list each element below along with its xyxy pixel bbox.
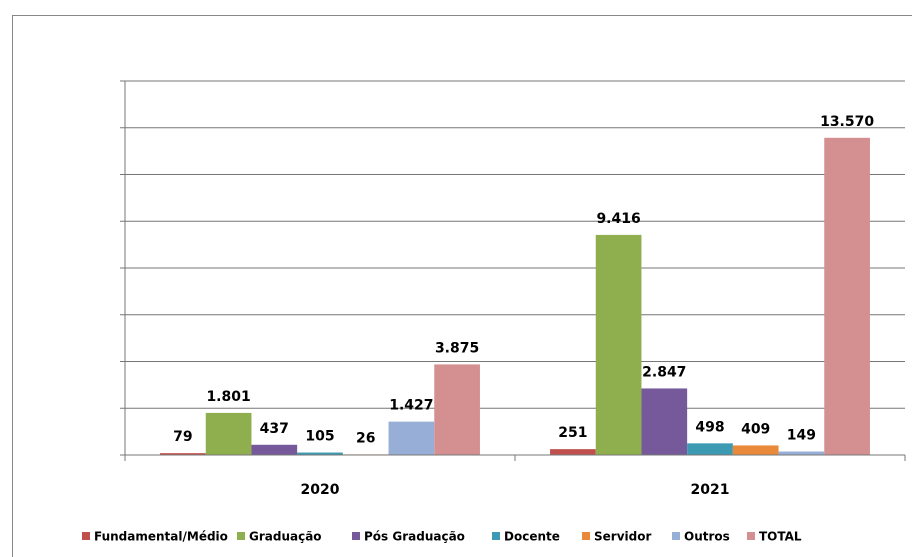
data-label: 251 [558, 425, 587, 441]
legend-label: Fundamental/Médio [94, 530, 228, 544]
data-label: 149 [787, 428, 816, 444]
data-label: 79 [173, 429, 192, 445]
legend-label: TOTAL [759, 530, 802, 544]
chart-frame [12, 15, 912, 557]
data-label: 13.570 [820, 114, 874, 130]
legend-swatch [582, 532, 590, 540]
bar [388, 421, 435, 455]
bar [732, 445, 779, 455]
bar [297, 452, 343, 455]
data-label: 105 [305, 429, 334, 445]
legend-swatch [82, 532, 90, 540]
data-label: 498 [695, 419, 724, 435]
bar [778, 451, 825, 455]
bar [687, 443, 733, 455]
legend-swatch [237, 532, 245, 540]
legend-swatch [492, 532, 500, 540]
data-label: 1.427 [389, 398, 433, 414]
data-label: 9.416 [596, 211, 640, 227]
legend-label: Outros [684, 530, 730, 544]
bar [434, 364, 480, 455]
bar [641, 388, 688, 455]
bar [205, 412, 252, 455]
bar [160, 453, 206, 455]
data-label: 437 [260, 421, 289, 437]
legend-label: Pós Graduação [364, 530, 465, 544]
bar [550, 449, 596, 455]
legend: Fundamental/Médio Graduação Pós Graduação D… [82, 530, 802, 544]
legend-swatch [747, 532, 755, 540]
x-tick-label: 2021 [691, 482, 730, 498]
legend-label: Graduação [249, 530, 322, 544]
bar [251, 444, 298, 455]
data-label: 1.801 [206, 389, 250, 405]
bar [595, 234, 642, 455]
legend-swatch [672, 532, 680, 540]
data-label: 409 [741, 421, 770, 437]
bar [824, 137, 870, 455]
x-tick-label: 2020 [301, 482, 340, 498]
legend-label: Docente [504, 530, 560, 544]
legend-swatch [352, 532, 360, 540]
data-label: 26 [356, 430, 375, 446]
legend-label: Servidor [594, 530, 651, 544]
data-label: 3.875 [435, 340, 479, 356]
data-label: 2.847 [642, 364, 686, 380]
